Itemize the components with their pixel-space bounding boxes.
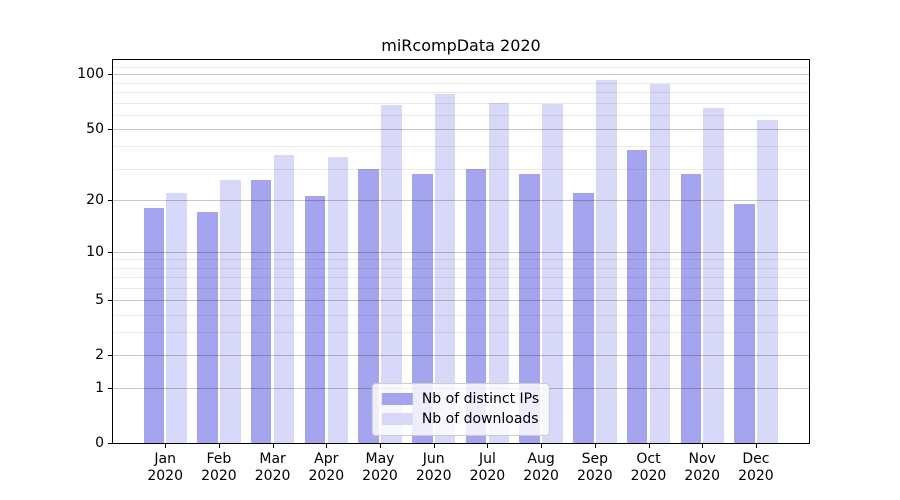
y-tick-mark-50 [108, 129, 112, 130]
x-tick-mark-apr [326, 444, 328, 448]
legend-label-distinct-ips: Nb of distinct IPs [421, 391, 540, 407]
bar-feb-distinct-ips [197, 212, 218, 443]
bar-nov-downloads [703, 108, 724, 443]
x-tick-mark-jan [165, 444, 167, 448]
bar-jan-downloads [166, 192, 187, 443]
y-tick-label-1: 1 [95, 379, 104, 396]
y-tick-mark-1 [108, 387, 112, 389]
x-tick-mark-nov [702, 444, 704, 448]
y-tick-label-0: 0 [95, 435, 104, 451]
y-tick-label-100: 100 [77, 66, 104, 83]
y-gridline-minor-90 [113, 82, 809, 84]
x-tick-label-oct: Oct 2020 [630, 451, 667, 484]
y-gridline-minor-7 [113, 276, 809, 278]
y-gridline-minor-8 [113, 267, 809, 269]
y-gridline-minor-40 [113, 146, 809, 148]
y-gridline-minor-30 [113, 168, 809, 170]
bar-jan-distinct-ips [143, 207, 164, 443]
x-tick-mark-dec [755, 444, 757, 448]
x-tick-label-jan: Jan 2020 [147, 451, 183, 484]
legend-swatch-distinct-ips [381, 393, 413, 405]
legend-row-downloads: Nb of downloads [381, 409, 539, 429]
x-tick-mark-sep [594, 444, 596, 448]
y-gridline-major-20 [113, 199, 809, 201]
bar-sep-downloads [596, 80, 617, 443]
y-gridline-minor-3 [113, 332, 809, 334]
x-tick-label-nov: Nov 2020 [684, 451, 720, 484]
y-tick-label-5: 5 [95, 291, 104, 308]
y-gridline-minor-80 [113, 92, 809, 94]
x-tick-label-sep: Sep 2020 [576, 451, 613, 484]
legend-swatch-downloads [381, 413, 413, 425]
y-tick-mark-0 [108, 443, 112, 444]
y-gridline-minor-9 [113, 259, 809, 261]
bar-apr-distinct-ips [304, 196, 326, 443]
bar-oct-distinct-ips [626, 150, 648, 443]
y-gridline-minor-4 [113, 314, 809, 316]
x-tick-label-may: May 2020 [362, 451, 398, 484]
y-tick-mark-5 [108, 299, 112, 301]
x-tick-label-jun: Jun 2020 [415, 451, 452, 484]
bar-mar-distinct-ips [250, 179, 272, 443]
y-tick-label-10: 10 [86, 243, 104, 260]
y-tick-mark-2 [108, 355, 112, 357]
bars-layer [113, 60, 809, 443]
x-tick-mark-jun [433, 444, 435, 448]
x-tick-label-jul: Jul 2020 [469, 451, 506, 484]
x-tick-mark-oct [648, 444, 650, 448]
legend: Nb of distinct IPs Nb of downloads [371, 383, 551, 436]
x-tick-label-dec: Dec 2020 [738, 451, 774, 484]
x-tick-mark-may [380, 444, 381, 448]
bar-jul-distinct-ips [465, 168, 487, 443]
y-gridline-minor-6 [113, 287, 809, 289]
bar-feb-downloads [220, 179, 241, 443]
x-tick-mark-feb [218, 444, 220, 448]
bar-sep-distinct-ips [573, 192, 594, 443]
y-tick-mark-20 [108, 199, 112, 201]
y-tick-mark-100 [108, 74, 112, 76]
bar-jun-distinct-ips [412, 174, 433, 443]
x-tick-label-feb: Feb 2020 [201, 451, 237, 484]
bar-may-downloads [381, 104, 402, 443]
bar-jun-downloads [434, 94, 456, 443]
x-tick-mark-jul [487, 444, 489, 448]
bar-aug-distinct-ips [519, 174, 540, 443]
y-gridline-minor-70 [113, 102, 809, 104]
bar-mar-downloads [273, 154, 295, 443]
x-tick-label-aug: Aug 2020 [523, 451, 559, 484]
y-gridline-minor-60 [113, 114, 809, 116]
bar-aug-downloads [542, 103, 563, 443]
plot-inner: Nb of distinct IPs Nb of downloads [113, 60, 809, 443]
y-tick-mark-10 [108, 251, 112, 253]
legend-row-distinct-ips: Nb of distinct IPs [381, 389, 540, 409]
y-tick-label-20: 20 [86, 191, 104, 208]
bar-dec-downloads [757, 120, 778, 443]
bar-oct-downloads [649, 83, 671, 443]
y-gridline-major-5 [113, 299, 809, 301]
y-gridline-major-100 [113, 74, 809, 76]
plot-area: Nb of distinct IPs Nb of downloads [112, 59, 810, 444]
y-tick-label-50: 50 [86, 121, 104, 137]
chart-title: miRcompData 2020 [381, 36, 541, 55]
x-tick-mark-aug [541, 444, 543, 448]
x-tick-mark-mar [272, 444, 274, 448]
bar-may-distinct-ips [358, 168, 379, 443]
bar-dec-distinct-ips [734, 203, 755, 443]
y-gridline-minor-110 [113, 66, 809, 68]
legend-label-downloads: Nb of downloads [421, 411, 539, 427]
bar-apr-downloads [327, 156, 348, 443]
bar-nov-distinct-ips [680, 174, 701, 443]
y-gridline-major-50 [113, 129, 809, 130]
bar-jul-downloads [488, 102, 510, 443]
y-gridline-major-10 [113, 251, 809, 253]
x-tick-label-apr: Apr 2020 [308, 451, 345, 484]
y-gridline-major-2 [113, 355, 809, 357]
x-tick-label-mar: Mar 2020 [254, 451, 291, 484]
y-tick-label-2: 2 [95, 347, 104, 364]
